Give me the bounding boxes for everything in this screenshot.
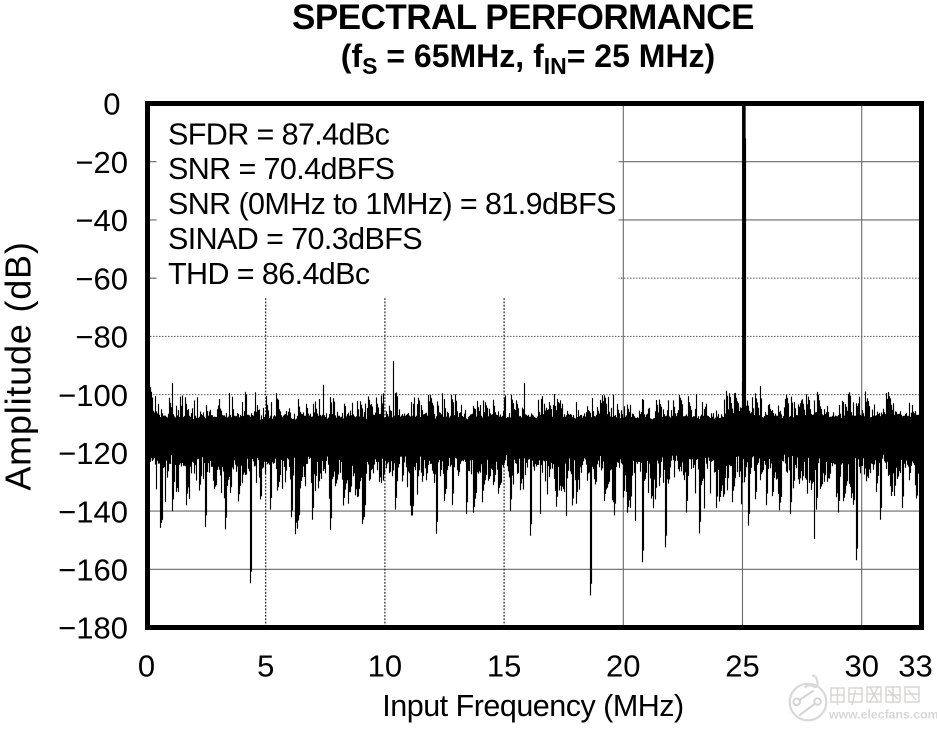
svg-text:20: 20 <box>606 649 640 684</box>
svg-text:15: 15 <box>487 649 521 684</box>
svg-text:−120: −120 <box>58 436 128 471</box>
svg-text:−100: −100 <box>58 378 128 413</box>
svg-text:−180: −180 <box>58 611 128 646</box>
svg-text:Amplitude (dB): Amplitude (dB) <box>0 241 39 490</box>
svg-text:33: 33 <box>898 649 932 684</box>
svg-text:THD = 86.4dBc: THD = 86.4dBc <box>168 257 370 291</box>
svg-text:−140: −140 <box>58 494 128 529</box>
svg-text:−80: −80 <box>75 320 128 355</box>
svg-text:0: 0 <box>138 649 155 684</box>
svg-text:www.elecfans.com: www.elecfans.com <box>828 708 937 722</box>
svg-text:25: 25 <box>725 649 759 684</box>
svg-text:SNR (0MHz to 1MHz) = 81.9dBFS: SNR (0MHz to 1MHz) = 81.9dBFS <box>168 187 616 221</box>
svg-text:30: 30 <box>844 649 878 684</box>
svg-text:SFDR = 87.4dBc: SFDR = 87.4dBc <box>168 117 390 151</box>
svg-text:−60: −60 <box>75 261 128 296</box>
svg-text:SINAD = 70.3dBFS: SINAD = 70.3dBFS <box>168 222 422 256</box>
svg-text:(fS = 65MHz, fIN= 25 MHz): (fS = 65MHz, fIN= 25 MHz) <box>341 38 715 79</box>
svg-text:Input Frequency (MHz): Input Frequency (MHz) <box>382 689 683 723</box>
svg-text:−40: −40 <box>75 203 128 238</box>
svg-text:−160: −160 <box>58 553 128 588</box>
svg-text:−20: −20 <box>75 145 128 180</box>
svg-text:SPECTRAL PERFORMANCE: SPECTRAL PERFORMANCE <box>292 0 754 37</box>
svg-text:10: 10 <box>368 649 402 684</box>
svg-text:SNR = 70.4dBFS: SNR = 70.4dBFS <box>168 152 394 186</box>
svg-text:5: 5 <box>257 649 274 684</box>
svg-text:0: 0 <box>103 87 120 122</box>
